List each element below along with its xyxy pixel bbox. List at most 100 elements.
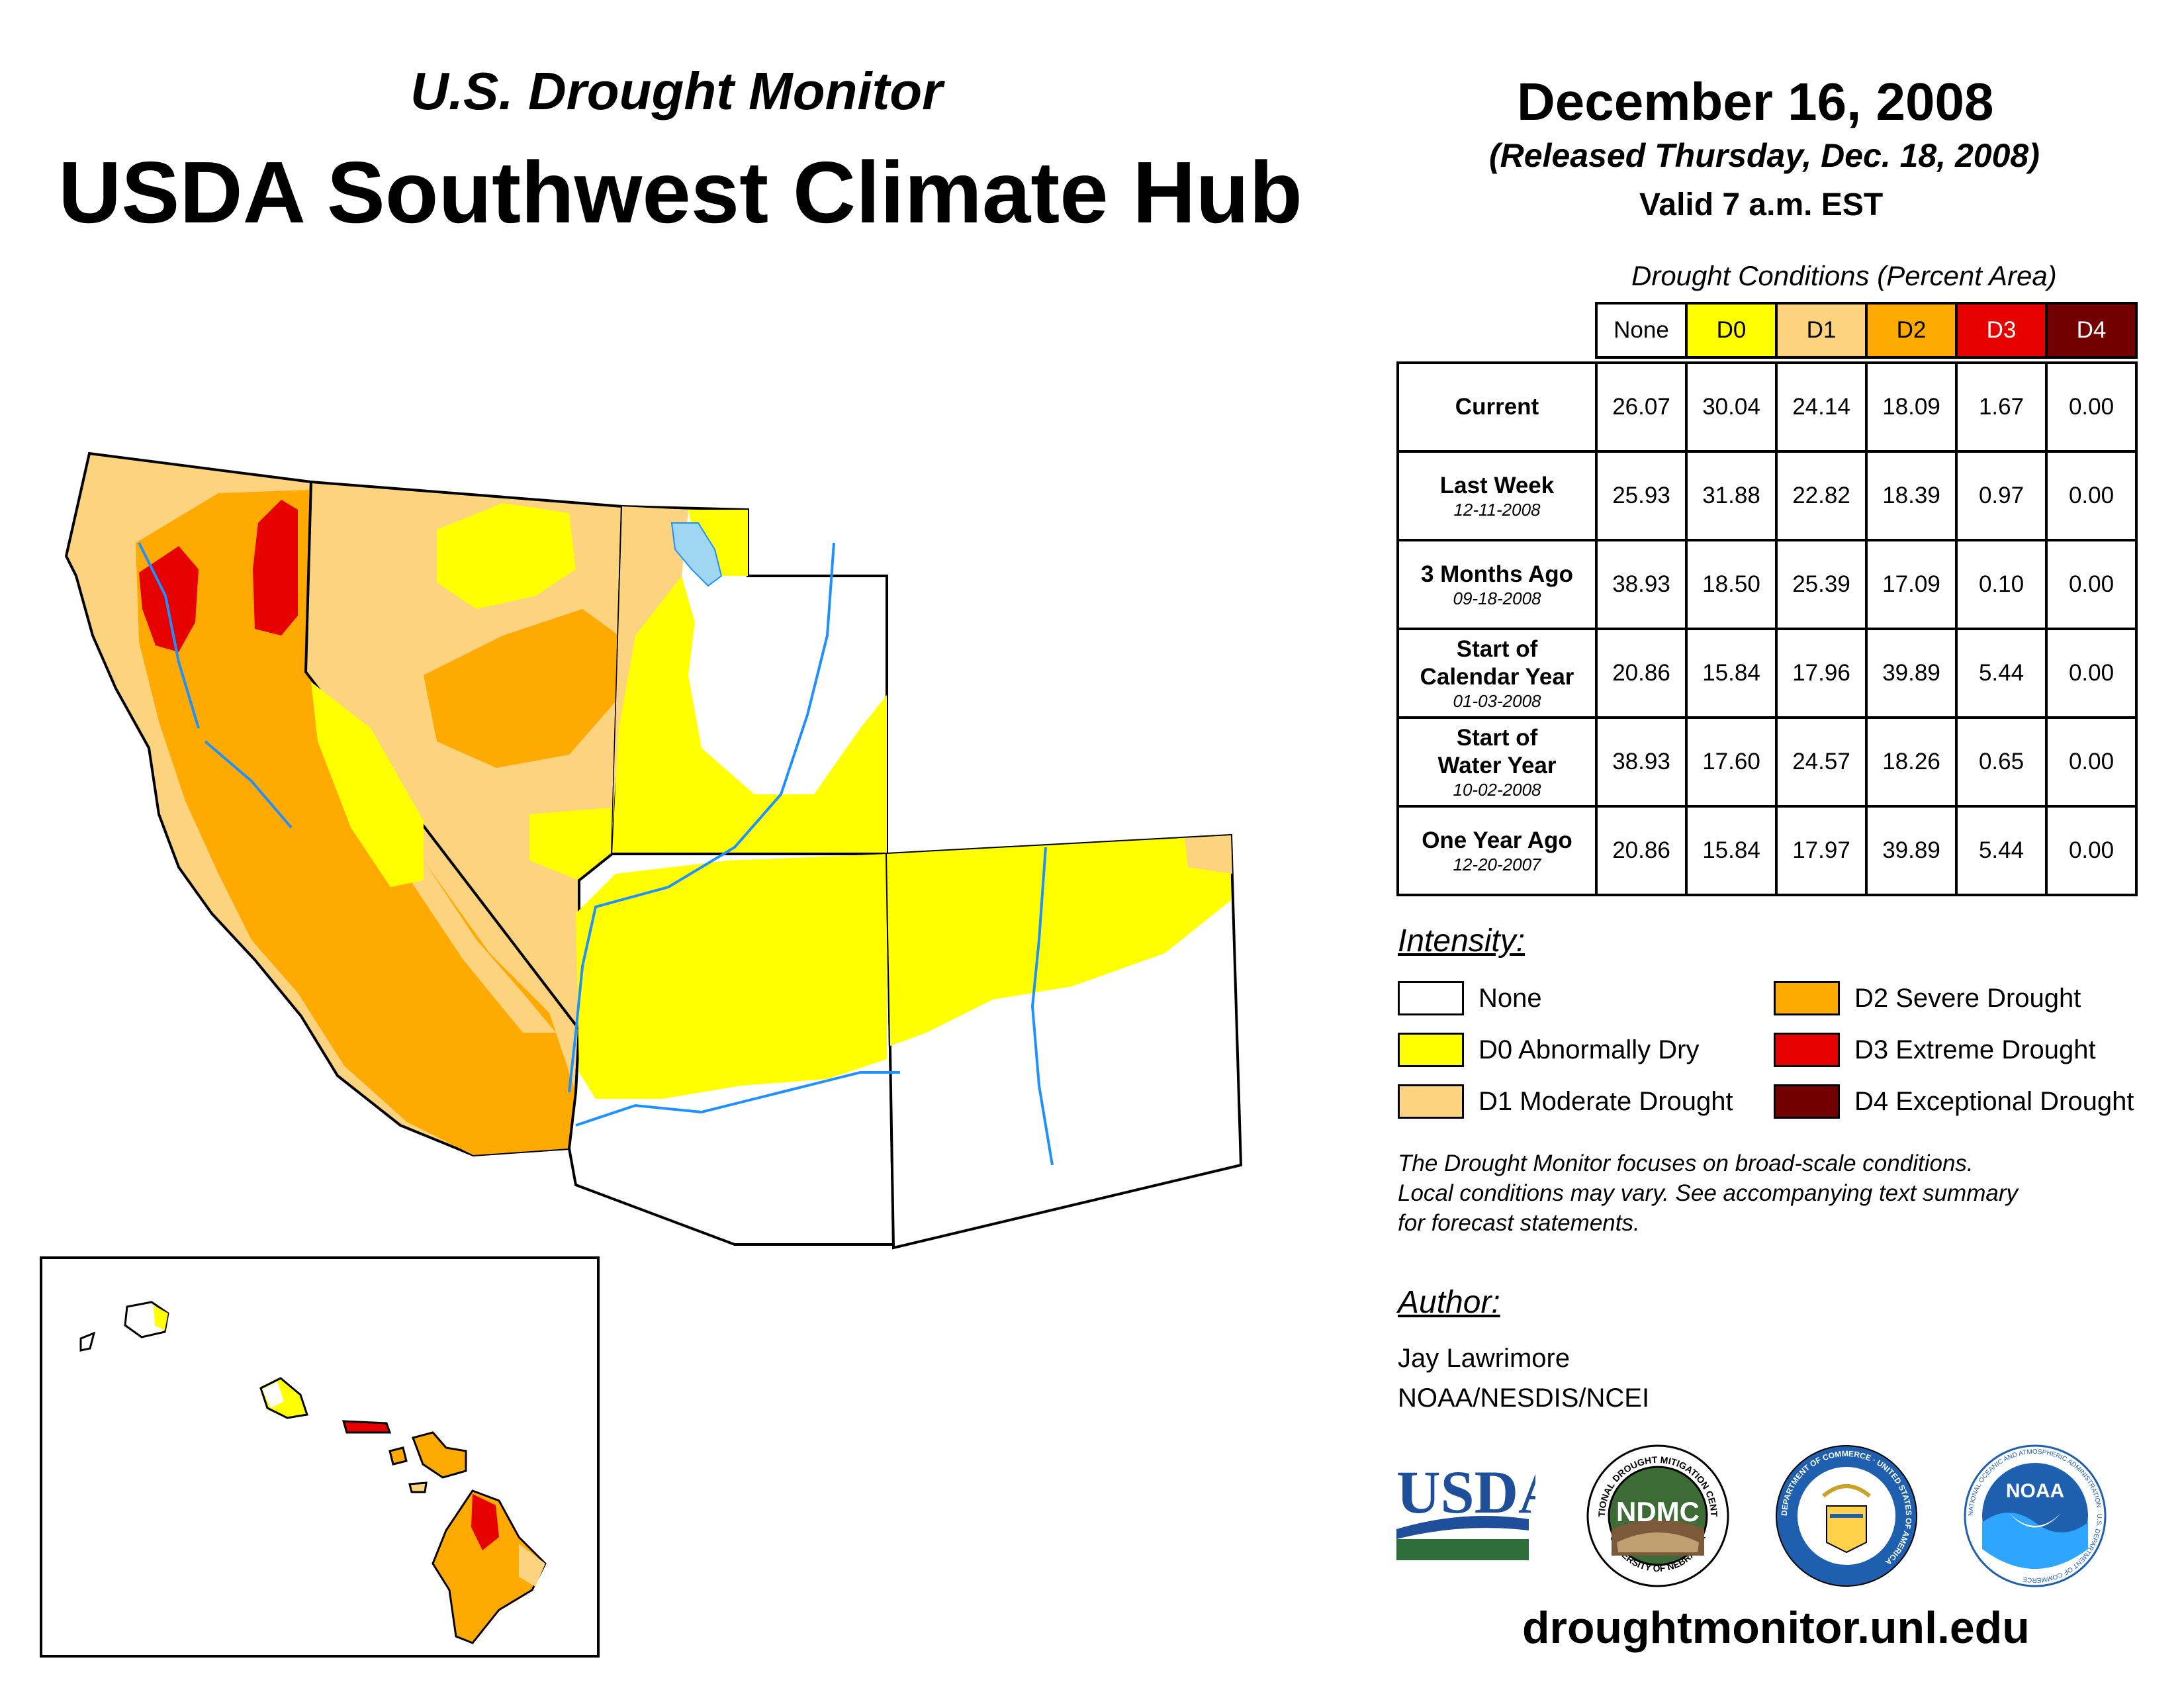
author-title: Author:	[1398, 1285, 1500, 1320]
usda-logo-text: USDA	[1396, 1458, 1535, 1526]
col-header-d0: D0	[1685, 302, 1778, 359]
table-cell: 38.93	[1595, 716, 1688, 808]
legend-swatch-d1	[1398, 1084, 1464, 1119]
legend-swatch-d2	[1774, 981, 1840, 1015]
table-cell: 39.89	[1865, 805, 1958, 896]
table-cell: 0.97	[1955, 450, 2048, 541]
legend-label-d4: D4 Exceptional Drought	[1854, 1086, 2134, 1116]
legend-swatch-d0	[1398, 1033, 1464, 1067]
row-label: 3 Months Ago 09-18-2008	[1396, 539, 1598, 630]
table-cell: 0.00	[2045, 539, 2138, 630]
row-label-line: One Year Ago	[1422, 827, 1572, 853]
arizona-region	[567, 853, 895, 1246]
legend-title: Intensity:	[1398, 923, 1525, 959]
row-date: 09-18-2008	[1453, 588, 1541, 608]
legend-item-d0: D0 Abnormally Dry	[1398, 1031, 1699, 1068]
usda-logo-base	[1396, 1539, 1529, 1560]
author-name: Jay Lawrimore	[1398, 1344, 1570, 1373]
nm-d1-ne	[1185, 835, 1232, 874]
map-date: December 16, 2008	[1517, 72, 1994, 131]
table-cell: 18.09	[1865, 361, 1958, 453]
legend-label-d0: D0 Abnormally Dry	[1479, 1035, 1700, 1064]
row-label: One Year Ago 12-20-2007	[1396, 805, 1598, 896]
table-cell: 15.84	[1685, 628, 1778, 719]
rio-grande	[1030, 847, 1054, 1166]
table-row-three-months-ago: 3 Months Ago 09-18-2008 38.93 18.50 25.39 17.…	[1396, 539, 2138, 630]
table-cell: 38.93	[1595, 539, 1688, 630]
row-date: 01-03-2008	[1453, 691, 1541, 711]
table-gap-cell	[1398, 357, 2136, 363]
table-row-current: Current 26.07 30.04 24.14 18.09 1.67 0.00	[1396, 361, 2138, 453]
table-cell: 15.84	[1685, 805, 1778, 896]
drought-conditions-table: None D0 D1 D2 D3 D4 Current 26.07 30.04 24.…	[1396, 302, 2138, 896]
table-row-start-of-calendar-year: Start of Calendar Year 01-03-2008 20.86 15.8…	[1396, 628, 2138, 719]
nm-d0-area	[887, 835, 1231, 1046]
table-cell: 18.50	[1685, 539, 1778, 630]
table-cell: 5.44	[1955, 805, 2048, 896]
col-header-d3: D3	[1955, 302, 2048, 359]
note-line-2: Local conditions may vary. See accompany…	[1398, 1180, 2018, 1206]
row-date: 12-11-2008	[1453, 500, 1541, 520]
great-salt-lake	[670, 522, 723, 587]
row-label-line: 3 Months Ago	[1420, 561, 1574, 587]
maui-island	[412, 1431, 467, 1479]
row-label: Start of Calendar Year 01-03-2008	[1396, 628, 1598, 719]
row-label-line: Current	[1455, 394, 1539, 420]
col-header-d4: D4	[2045, 302, 2138, 359]
table-cell: 17.96	[1775, 628, 1868, 719]
colorado-river	[568, 542, 835, 1093]
table-gap-row	[1398, 357, 2136, 363]
col-header-none: None	[1595, 302, 1688, 359]
ut-d0-area	[612, 576, 887, 854]
legend-label-none: None	[1479, 983, 1542, 1013]
table-cell: 0.00	[2045, 628, 2138, 719]
author-org: NOAA/NESDIS/NCEI	[1398, 1383, 1650, 1413]
kahoolawe-island	[408, 1481, 428, 1493]
table-cell: 30.04	[1685, 361, 1778, 453]
valid-time: Valid 7 a.m. EST	[1639, 187, 1884, 222]
san-joaquin-river	[204, 740, 293, 829]
department-of-commerce-seal: DEPARTMENT OF COMMERCE · UNITED STATES O…	[1776, 1445, 1917, 1587]
table-cell: 18.26	[1865, 716, 1958, 808]
table-cell: 39.89	[1865, 628, 1958, 719]
ut-d1-west	[612, 506, 688, 834]
table-cell: 0.65	[1955, 716, 2048, 808]
noaa-logo: NATIONAL OCEANIC AND ATMOSPHERIC ADMINIS…	[1964, 1444, 2107, 1587]
table-cell: 0.00	[2045, 716, 2138, 808]
table-header-row: None D0 D1 D2 D3 D4	[1398, 302, 2138, 359]
website-url[interactable]: droughtmonitor.unl.edu	[1522, 1603, 2030, 1653]
legend-label-d1: D1 Moderate Drought	[1479, 1086, 1733, 1116]
rivers	[138, 542, 1054, 1166]
new-mexico-region	[885, 833, 1243, 1250]
table-cell: 20.86	[1595, 805, 1688, 896]
nv-d2-central	[424, 609, 619, 768]
table-cell: 0.00	[2045, 450, 2138, 541]
table-cell: 31.88	[1685, 450, 1778, 541]
big-island-d1	[519, 1544, 545, 1587]
table-cell: 22.82	[1775, 450, 1868, 541]
table-cell: 24.14	[1775, 361, 1868, 453]
az-d0-area	[576, 854, 887, 1099]
table-caption: Drought Conditions (Percent Area)	[1631, 260, 2057, 291]
legend-swatch-none	[1398, 981, 1464, 1015]
drought-map	[64, 451, 1243, 1250]
table-cell: 0.00	[2045, 361, 2138, 453]
row-label: Current	[1396, 361, 1598, 453]
oahu-white	[262, 1382, 284, 1408]
legend-item-none: None	[1398, 980, 1542, 1017]
table-cell: 17.97	[1775, 805, 1868, 896]
table-cell: 17.09	[1865, 539, 1958, 630]
table-cell: 5.44	[1955, 628, 2048, 719]
ndmc-logo: NATIONAL DROUGHT MITIGATION CENTER UNIVE…	[1585, 1443, 1729, 1587]
row-date: 10-02-2008	[1453, 780, 1541, 800]
noaa-logo-text: NOAA	[2006, 1480, 2064, 1502]
table-cell: 24.57	[1775, 716, 1868, 808]
molokai-island	[341, 1420, 392, 1434]
legend-label-d3: D3 Extreme Drought	[1854, 1035, 2096, 1064]
table-cell: 1.67	[1955, 361, 2048, 453]
utah-region	[610, 504, 888, 855]
legend-swatch-d3	[1774, 1033, 1840, 1067]
gila-river	[575, 1071, 900, 1127]
note-line-1: The Drought Monitor focuses on broad-sca…	[1398, 1150, 1974, 1176]
row-label-line: Last Week	[1439, 473, 1555, 498]
